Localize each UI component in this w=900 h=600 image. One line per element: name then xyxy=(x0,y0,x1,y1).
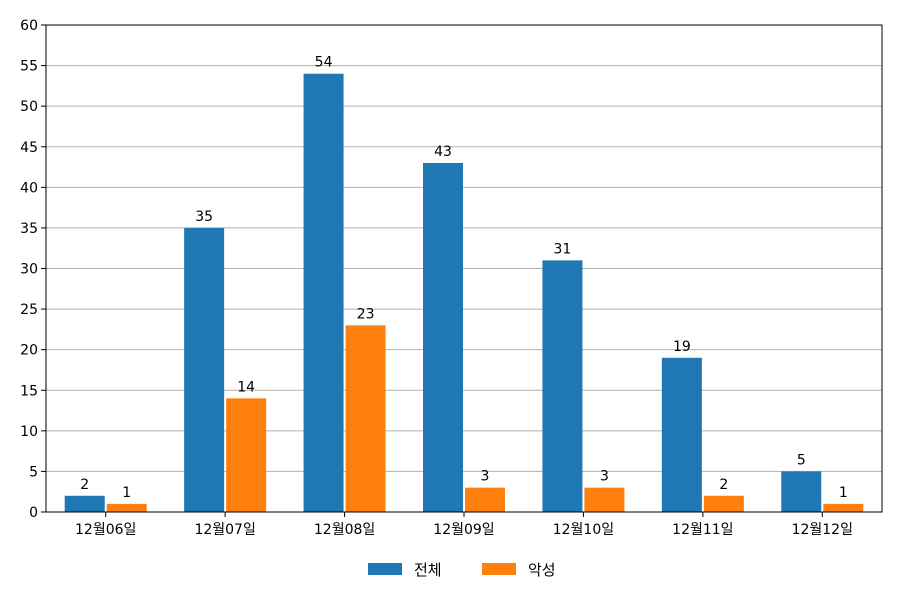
plot-frame xyxy=(45,24,883,513)
bars xyxy=(64,73,864,512)
x-tick-label: 12월06일 xyxy=(75,522,136,538)
bar-value-label: 3 xyxy=(481,469,490,485)
data-labels: 2 1 35 14 54 23 43 3 31 3 19 2 5 1 xyxy=(80,55,847,501)
x-tick-label: 12월08일 xyxy=(314,522,375,538)
bar-value-label: 2 xyxy=(80,477,89,493)
bar-value-label: 54 xyxy=(315,55,333,71)
gridlines xyxy=(46,65,882,472)
bar-value-label: 3 xyxy=(600,469,609,485)
bar-malicious xyxy=(106,503,147,512)
bar-total xyxy=(661,357,702,512)
y-tick-label: 60 xyxy=(20,18,38,34)
y-tick-label: 35 xyxy=(20,221,38,237)
bar-malicious xyxy=(823,503,864,512)
bar-total xyxy=(781,471,822,512)
legend-swatch xyxy=(368,563,402,575)
y-tick-label: 40 xyxy=(20,180,38,196)
bar-value-label: 1 xyxy=(122,485,131,501)
bar-value-label: 2 xyxy=(719,477,728,493)
bar-value-label: 1 xyxy=(839,485,848,501)
legend-swatch xyxy=(482,563,516,575)
bar-value-label: 5 xyxy=(797,452,806,468)
y-tick-label: 20 xyxy=(20,343,38,359)
bar-malicious xyxy=(584,487,625,512)
y-tick-label: 10 xyxy=(20,424,38,440)
bar-malicious xyxy=(345,325,386,512)
y-tick-label: 25 xyxy=(20,302,38,318)
x-tick-label: 12월09일 xyxy=(433,522,494,538)
bar-value-label: 23 xyxy=(357,306,375,322)
bar-value-label: 14 xyxy=(237,379,255,395)
y-tick-label: 45 xyxy=(20,140,38,156)
bar-value-label: 31 xyxy=(554,241,572,257)
bar-malicious xyxy=(703,495,744,512)
legend: 전체 악성 xyxy=(368,561,556,579)
bar-malicious xyxy=(226,398,267,512)
x-tick-label: 12월11일 xyxy=(672,522,733,538)
bar-value-label: 19 xyxy=(673,339,691,355)
y-tick-label: 50 xyxy=(20,99,38,115)
bar-total xyxy=(184,227,225,512)
bar-total xyxy=(542,260,583,512)
y-tick-label: 55 xyxy=(20,59,38,75)
x-tick-label: 12월10일 xyxy=(553,522,614,538)
bar-total xyxy=(303,73,344,512)
x-tick-label: 12월12일 xyxy=(792,522,853,538)
bar-value-label: 43 xyxy=(434,144,452,160)
y-tick-label: 30 xyxy=(20,262,38,278)
y-tick-label: 5 xyxy=(29,464,38,480)
legend-label: 전체 xyxy=(414,561,442,579)
bar-value-label: 35 xyxy=(195,209,213,225)
y-tick-label: 15 xyxy=(20,383,38,399)
bar-malicious xyxy=(465,487,505,512)
y-tick-label: 0 xyxy=(29,505,38,521)
bar-total xyxy=(64,495,105,512)
legend-label: 악성 xyxy=(528,561,556,579)
bar-total xyxy=(423,162,463,512)
x-tick-label: 12월07일 xyxy=(194,522,255,538)
